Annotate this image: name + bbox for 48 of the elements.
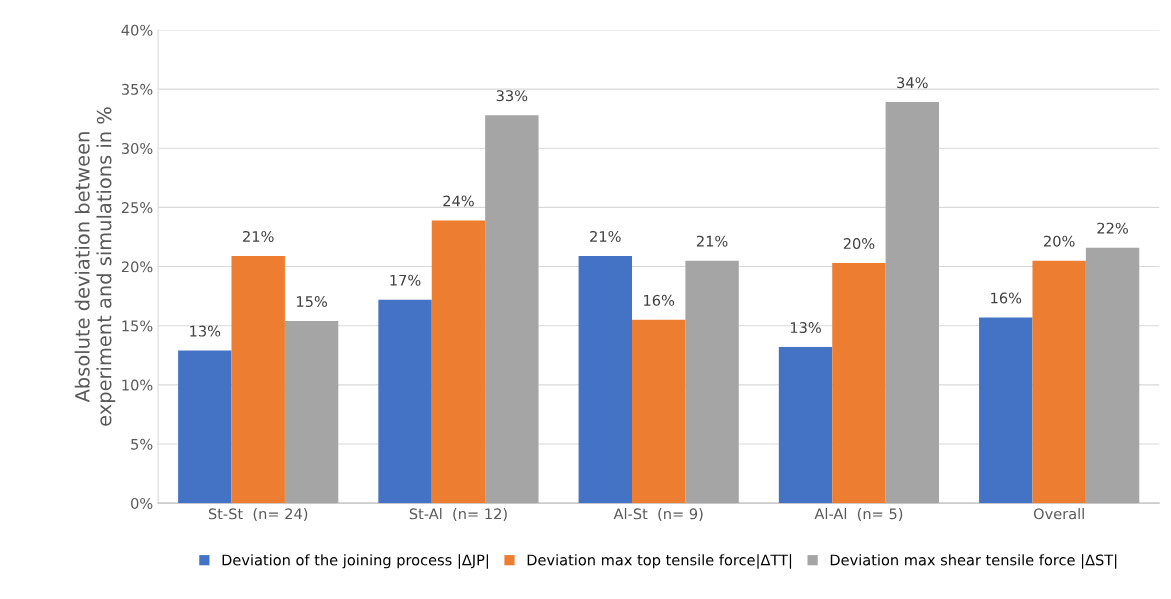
x-tick-label: Al-Al (n= 5) [814,508,903,522]
data-label: 16% [644,294,675,306]
data-label: 21% [696,235,728,247]
y-tick-label: 20% [121,261,153,273]
legend-label: Deviation max top tensile force|ΔTT| [527,554,792,569]
x-tick-label: St-St (n= 24) [208,508,308,522]
data-label: 24% [443,195,474,207]
y-tick-label: 10% [122,379,153,391]
data-label: 17% [390,274,421,286]
data-label: 15% [297,296,328,308]
data-label: 20% [843,238,875,250]
bar [1085,247,1140,504]
bar [578,255,632,504]
x-tick-label: St-Al (n= 12) [409,508,507,522]
x-tick-label: Al-St (n= 9) [613,508,703,522]
y-tick-label: 5% [131,438,153,450]
bar [778,347,833,504]
data-label: 13% [190,325,221,337]
data-label: 22% [1097,222,1128,234]
bar [885,102,940,504]
y-axis-title: Absolute deviation between experiment and simulations in % [74,107,116,426]
bar [431,220,486,504]
y-tick-label: 25% [121,202,153,214]
bar [685,260,739,504]
data-label: 34% [897,77,928,89]
data-label: 33% [496,90,528,102]
y-tick-label: 0% [131,497,153,509]
bar [1032,260,1086,504]
bar [485,115,539,504]
data-label: 13% [790,322,821,334]
bar [631,319,686,504]
y-tick-label: 30% [121,142,153,154]
y-tick-label: 35% [121,83,153,95]
data-label: 21% [590,230,621,242]
data-label: 21% [243,230,274,242]
data-label: 16% [991,292,1022,304]
bar [178,350,232,504]
bar [378,299,432,504]
bar [979,317,1033,504]
legend-label: Deviation of the joining process |ΔJP| [222,554,488,569]
bar [284,320,339,504]
bar [231,255,285,504]
y-tick-label: 15% [122,320,153,332]
data-label: 20% [1044,235,1075,247]
x-tick-label: Overall [1033,508,1084,520]
legend-label: Deviation max shear tensile force |ΔST| [830,554,1117,569]
bar [832,263,886,504]
y-tick-label: 40% [121,24,153,36]
